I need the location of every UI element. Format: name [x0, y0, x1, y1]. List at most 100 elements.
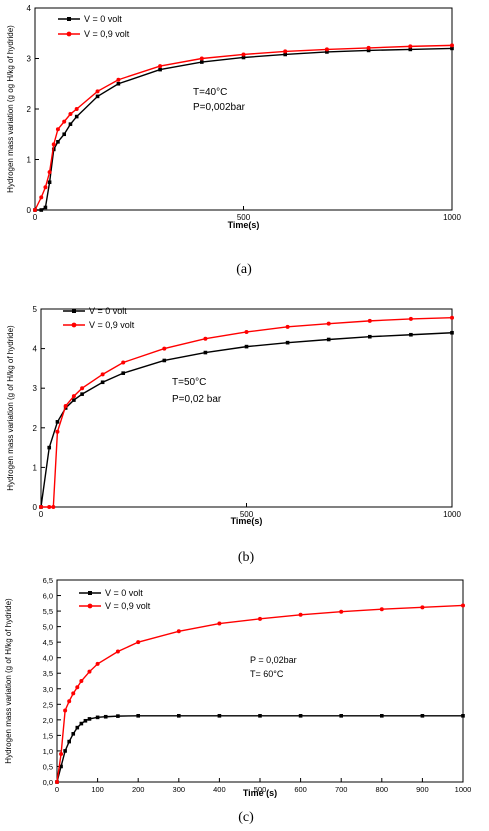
- series-line-v0: [56, 715, 463, 783]
- data-point: [71, 691, 76, 696]
- y-tick-label: 1,0: [43, 747, 53, 756]
- legend-label: V = 0 volt: [84, 14, 122, 24]
- data-point: [339, 714, 343, 718]
- data-point: [116, 81, 121, 86]
- data-point: [75, 685, 80, 690]
- data-point: [283, 49, 288, 54]
- data-point: [51, 505, 56, 509]
- plot-frame: [40, 308, 453, 508]
- data-point: [51, 147, 56, 152]
- data-point: [59, 752, 64, 757]
- caption-a: (a): [236, 262, 252, 277]
- y-tick-label: 4: [33, 345, 38, 354]
- data-point: [116, 714, 120, 718]
- data-point: [158, 64, 163, 69]
- data-point: [203, 336, 208, 341]
- legend-marker: [66, 31, 72, 37]
- data-point: [162, 358, 167, 363]
- data-point: [285, 340, 290, 345]
- chart-b: 0 500 1000 0 1 2 3 4 5 Time(s) Hydrogen mass varia…: [6, 305, 461, 526]
- data-point: [258, 714, 262, 718]
- series-line-v0: [40, 332, 453, 508]
- data-point: [47, 170, 52, 175]
- x-axis-label: Time(s): [231, 516, 263, 526]
- data-point: [68, 122, 73, 126]
- data-point: [67, 739, 71, 744]
- data-point: [366, 45, 371, 50]
- data-point: [368, 334, 372, 339]
- y-tick-label: 3: [33, 384, 38, 393]
- data-point: [461, 603, 465, 608]
- data-point: [450, 315, 454, 320]
- data-point: [241, 55, 246, 60]
- data-point: [244, 329, 249, 334]
- data-point: [79, 721, 84, 726]
- y-tick-label: 2: [33, 424, 38, 433]
- x-axis-label: Time (s): [243, 788, 277, 798]
- data-point: [450, 43, 454, 48]
- data-point: [100, 372, 105, 377]
- data-point: [258, 616, 262, 621]
- data-point: [59, 764, 63, 769]
- data-point: [339, 609, 344, 614]
- y-tick-label: 1: [27, 156, 32, 165]
- data-point: [324, 47, 329, 52]
- caption-c: (c): [238, 810, 254, 825]
- data-point: [200, 60, 204, 64]
- annotation-text: P=0,002bar: [193, 102, 246, 113]
- y-tick-label: 4,5: [43, 638, 53, 647]
- data-point: [217, 714, 222, 718]
- x-tick-label: 500: [237, 213, 251, 222]
- data-point: [47, 505, 52, 509]
- caption-b: (b): [237, 550, 255, 565]
- data-point: [121, 360, 126, 365]
- data-point: [103, 714, 108, 719]
- data-point: [39, 195, 44, 200]
- x-axis-label: Time(s): [228, 220, 260, 230]
- x-tick-label: 200: [132, 785, 145, 794]
- data-point: [74, 114, 79, 119]
- y-tick-label: 1: [33, 463, 38, 472]
- legend-label: V = 0,9 volt: [84, 29, 130, 39]
- data-point: [408, 47, 413, 52]
- legend-label: V = 0,9 volt: [89, 320, 135, 330]
- legend-marker: [71, 322, 77, 328]
- series-line-v0: [35, 47, 453, 211]
- annotation-text: P=0,02 bar: [172, 394, 222, 405]
- data-point: [409, 332, 413, 337]
- data-point: [68, 112, 73, 117]
- data-point: [75, 725, 80, 730]
- data-point: [116, 77, 121, 82]
- data-point: [63, 749, 67, 753]
- y-tick-label: 0,5: [43, 762, 53, 771]
- data-point: [121, 371, 125, 375]
- y-tick-label: 5: [33, 305, 38, 314]
- x-tick-label: 1000: [443, 213, 461, 222]
- annotation-text: P = 0,02bar: [250, 655, 297, 665]
- y-tick-label: 6,5: [43, 576, 53, 585]
- y-axis-label: Hydrogen mass variation (g of H/kg of hy…: [6, 325, 15, 491]
- x-tick-label: 600: [294, 785, 307, 794]
- data-point: [83, 718, 88, 723]
- data-point: [71, 394, 76, 399]
- data-point: [408, 316, 413, 321]
- x-tick-label: 500: [240, 510, 254, 519]
- x-tick-label: 900: [416, 785, 429, 794]
- x-tick-label: 500: [254, 785, 267, 794]
- y-tick-label: 4,0: [43, 654, 53, 663]
- series-line-v09: [56, 604, 464, 783]
- legend-label: V = 0 volt: [105, 588, 143, 598]
- data-point: [33, 208, 37, 212]
- y-tick-label: 3,5: [43, 669, 53, 678]
- series-line-v09: [34, 44, 453, 211]
- data-point: [80, 392, 84, 396]
- data-point: [203, 350, 208, 355]
- data-point: [95, 661, 100, 666]
- y-tick-label: 0,0: [43, 778, 53, 787]
- x-tick-label: 0: [39, 510, 44, 519]
- x-tick-label: 300: [173, 785, 186, 794]
- data-point: [39, 505, 43, 509]
- data-point: [74, 107, 79, 111]
- data-point: [325, 50, 329, 54]
- y-tick-label: 6,0: [43, 592, 53, 601]
